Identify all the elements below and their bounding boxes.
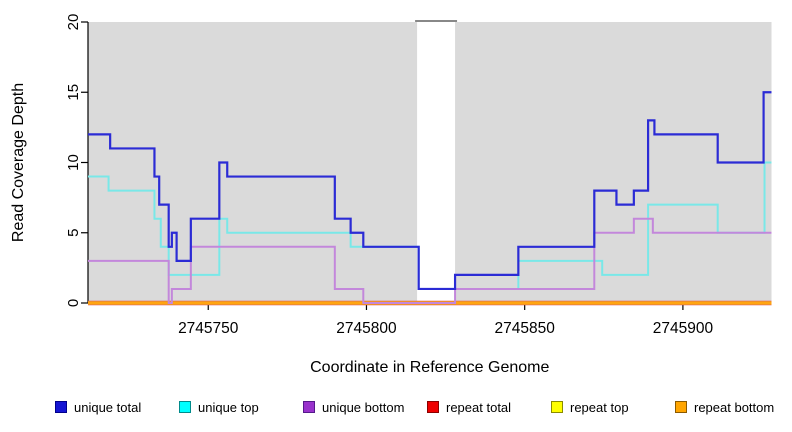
legend-swatch-repeat-top: [551, 401, 563, 413]
legend-item-unique-total: unique total: [55, 399, 141, 415]
legend-item-unique-top: unique top: [179, 399, 259, 415]
y-tick-label: 10: [65, 154, 82, 171]
y-axis-title: Read Coverage Depth: [10, 83, 27, 242]
y-tick-label: 15: [65, 84, 82, 101]
legend-item-unique-bottom: unique bottom: [303, 399, 404, 415]
masked-region: [417, 22, 456, 303]
legend-item-repeat-bottom: repeat bottom: [675, 399, 774, 415]
series-line-unique-bottom: [88, 217, 772, 304]
legend-label-unique-bottom: unique bottom: [322, 399, 405, 415]
series-line-unique-total: [88, 91, 772, 291]
legend-label-unique-top: unique top: [198, 399, 259, 415]
legend-label-repeat-bottom: repeat bottom: [694, 399, 775, 415]
x-tick-label: 2745850: [495, 320, 556, 337]
y-tick-label: 0: [65, 299, 82, 307]
legend-swatch-unique-total: [55, 401, 67, 413]
legend-swatch-unique-top: [179, 401, 191, 413]
legend: unique total unique top unique bottom re…: [0, 399, 792, 421]
legend-label-repeat-top: repeat top: [570, 399, 629, 415]
x-tick-label: 2745800: [336, 320, 397, 337]
x-axis-title: Coordinate in Reference Genome: [310, 359, 549, 376]
legend-swatch-repeat-total: [427, 401, 439, 413]
x-tick-label: 2745900: [653, 320, 714, 337]
y-tick-label: 20: [65, 14, 82, 31]
series-line-unique-top: [88, 161, 772, 290]
legend-label-repeat-total: repeat total: [446, 399, 512, 415]
legend-swatch-unique-bottom: [303, 401, 315, 413]
x-tick-label: 2745750: [178, 320, 239, 337]
legend-item-repeat-top: repeat top: [551, 399, 629, 415]
legend-item-repeat-total: repeat total: [427, 399, 511, 415]
legend-label-unique-total: unique total: [74, 399, 142, 415]
y-tick-label: 5: [65, 229, 82, 237]
legend-swatch-repeat-bottom: [675, 401, 687, 413]
